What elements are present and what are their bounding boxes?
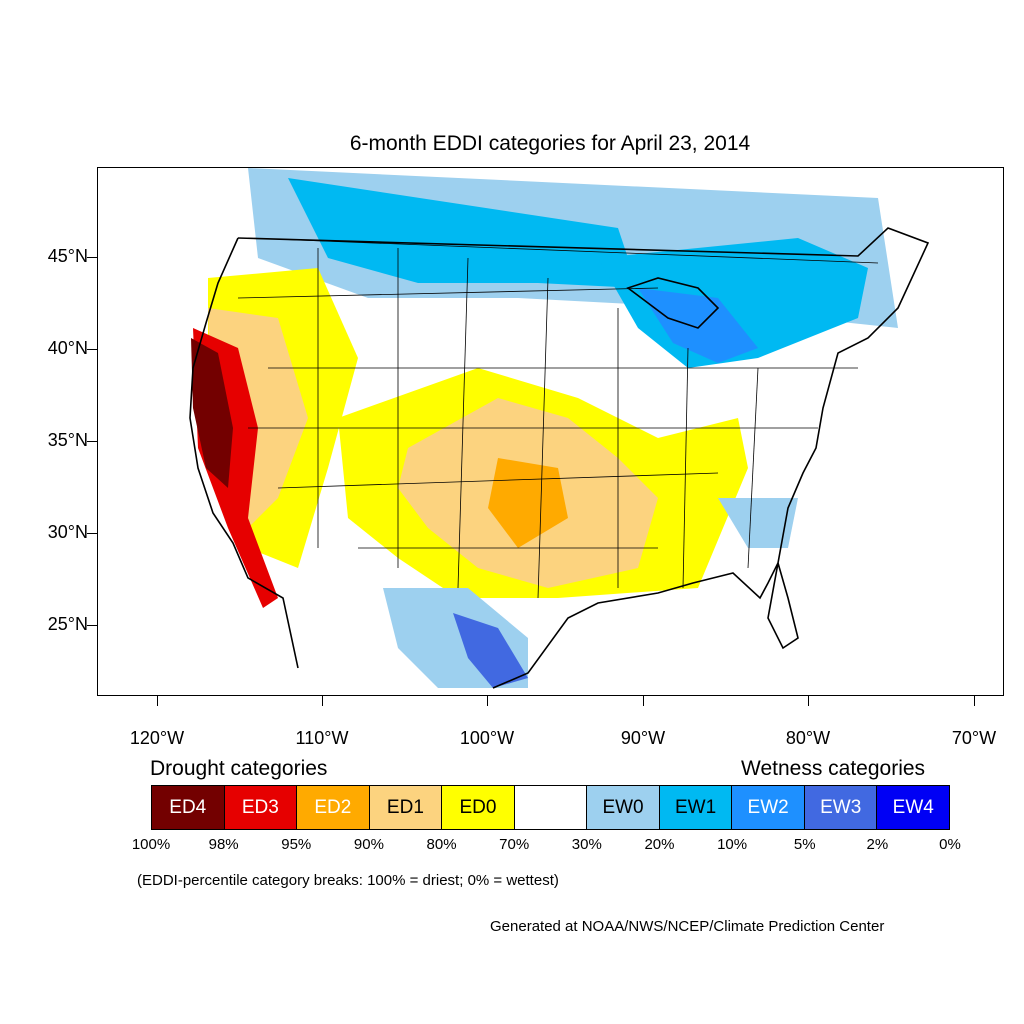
eddi-map <box>189 168 930 689</box>
legend-box-ed2: ED2 <box>297 786 370 829</box>
lat-tick-45 <box>87 257 97 258</box>
lon-tick-120 <box>157 696 158 706</box>
shaded-regions <box>191 168 898 688</box>
lat-label-45: 45°N <box>47 246 88 266</box>
legend-box-ed0: ED0 <box>442 786 515 829</box>
percentile-label: 20% <box>644 836 675 853</box>
percentile-label: 10% <box>717 836 748 853</box>
wet-texas-ew3 <box>453 613 528 688</box>
map-title: 6-month EDDI categories for April 23, 20… <box>349 132 751 155</box>
lat-tick-40 <box>87 349 97 350</box>
lon-tick-110 <box>322 696 323 706</box>
legend-box-ew0: EW0 <box>587 786 660 829</box>
credit-line: Generated at NOAA/NWS/NCEP/Climate Predi… <box>490 918 885 935</box>
percentile-label: 80% <box>426 836 457 853</box>
legend-box-ed1: ED1 <box>369 786 443 829</box>
percentile-label: 100% <box>131 836 171 853</box>
percentile-label: 95% <box>281 836 312 853</box>
wetness-heading: Wetness categories <box>741 757 926 780</box>
lat-label-25: 25°N <box>47 614 88 634</box>
drought-heading: Drought categories <box>150 757 328 780</box>
legend-colorbar: ED4 ED3 ED2 ED1 ED0 EW0 EW1 EW2 EW3 EW4 <box>151 785 950 830</box>
percentile-label: 70% <box>499 836 530 853</box>
lon-label-100: 100°W <box>459 728 515 748</box>
wet-great-lakes <box>598 238 868 368</box>
lon-label-90: 90°W <box>620 728 666 748</box>
lon-label-80: 80°W <box>785 728 831 748</box>
wet-great-lakes-ew2 <box>638 288 758 363</box>
legend-box-ew3: EW3 <box>804 786 878 829</box>
lat-tick-35 <box>87 441 97 442</box>
lon-label-110: 110°W <box>295 728 349 748</box>
lat-label-35: 35°N <box>47 430 88 450</box>
lat-tick-30 <box>87 533 97 534</box>
lon-label-120: 120°W <box>129 728 185 748</box>
lon-tick-80 <box>808 696 809 706</box>
percentile-label: 0% <box>939 836 961 853</box>
map-panel <box>97 167 1004 696</box>
lon-label-70: 70°W <box>951 728 997 748</box>
lat-tick-25 <box>87 625 97 626</box>
percentile-label: 2% <box>866 836 889 853</box>
legend-box-ew4: EW4 <box>877 786 950 829</box>
percentile-label: 5% <box>793 836 816 853</box>
legend-box-ew1: EW1 <box>659 786 733 829</box>
wet-southeast <box>718 498 798 548</box>
legend-box-ed3: ED3 <box>224 786 298 829</box>
lon-tick-100 <box>487 696 488 706</box>
dry-coast-ed4 <box>191 338 233 488</box>
lat-label-30: 30°N <box>47 522 88 542</box>
percentile-label: 90% <box>353 836 384 853</box>
lon-tick-90 <box>643 696 644 706</box>
percentile-label: 98% <box>208 836 239 853</box>
legend-box-ew2: EW2 <box>732 786 805 829</box>
state-boundaries <box>237 237 879 599</box>
wet-north-core <box>288 178 638 288</box>
legend-box-neutral <box>514 786 588 829</box>
percentile-label: 30% <box>571 836 602 853</box>
legend-box-ed4: ED4 <box>152 786 225 829</box>
lat-label-40: 40°N <box>47 338 88 358</box>
lon-tick-70 <box>974 696 975 706</box>
legend-note: (EDDI-percentile category breaks: 100% =… <box>137 872 559 889</box>
coastline <box>189 227 930 689</box>
